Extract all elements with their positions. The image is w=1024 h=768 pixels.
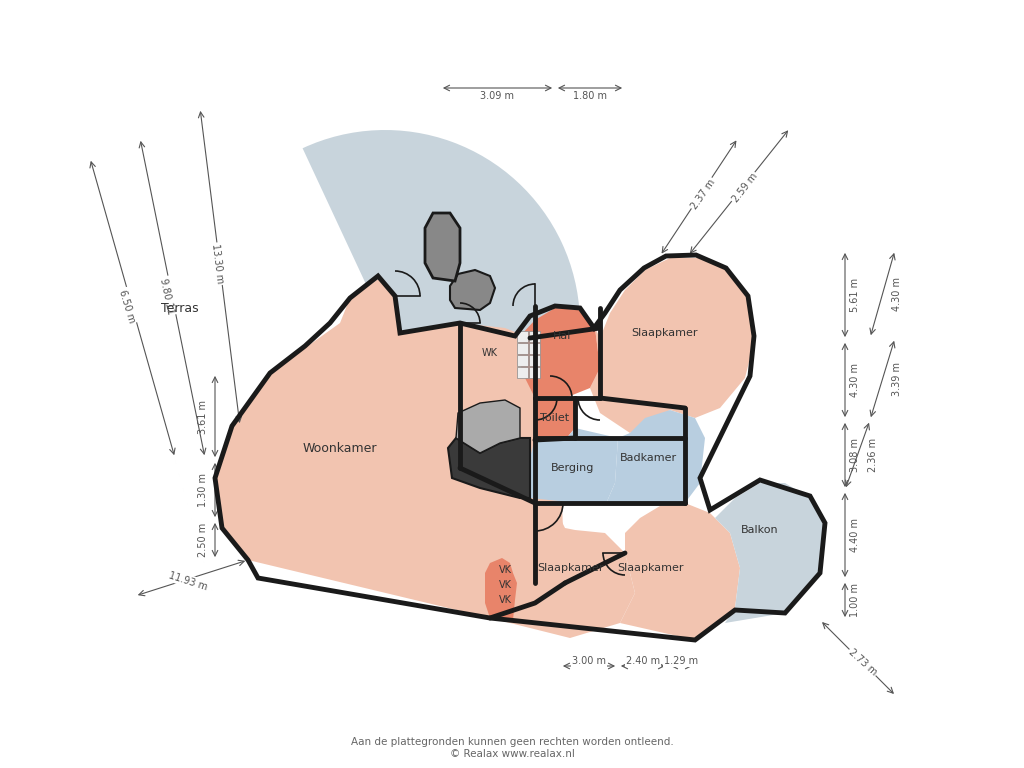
- Text: Slaapkamer: Slaapkamer: [537, 563, 603, 573]
- Text: Balkon: Balkon: [741, 525, 779, 535]
- Text: 1.00 m: 1.00 m: [850, 583, 860, 617]
- Text: 1.29 m: 1.29 m: [665, 656, 698, 666]
- Text: VK: VK: [499, 595, 512, 605]
- Text: 6.50 m: 6.50 m: [117, 288, 137, 324]
- Polygon shape: [590, 258, 755, 433]
- Text: Hal: Hal: [553, 331, 571, 341]
- Text: VK: VK: [499, 565, 512, 575]
- Polygon shape: [456, 400, 520, 453]
- Text: 2.50 m: 2.50 m: [198, 523, 208, 557]
- Text: Terras: Terras: [161, 302, 199, 315]
- Bar: [529, 367, 540, 378]
- Text: 2.40 m: 2.40 m: [626, 656, 660, 666]
- Text: Woonkamer: Woonkamer: [303, 442, 377, 455]
- Text: 2.73 m: 2.73 m: [847, 647, 879, 677]
- Text: VK: VK: [499, 580, 512, 590]
- Text: 3.39 m: 3.39 m: [893, 362, 902, 396]
- Text: 4.40 m: 4.40 m: [850, 518, 860, 552]
- Text: 4.30 m: 4.30 m: [850, 363, 860, 397]
- Bar: [517, 343, 528, 354]
- Polygon shape: [485, 558, 517, 620]
- Wedge shape: [302, 130, 580, 502]
- Polygon shape: [530, 428, 618, 506]
- Text: Berging: Berging: [551, 463, 595, 473]
- Polygon shape: [535, 398, 575, 440]
- Polygon shape: [620, 503, 740, 640]
- Text: 1.30 m: 1.30 m: [198, 473, 208, 507]
- Text: 2.59 m: 2.59 m: [730, 171, 760, 204]
- Text: Slaapkamer: Slaapkamer: [616, 563, 683, 573]
- Text: 13.30 m: 13.30 m: [210, 243, 224, 284]
- Polygon shape: [518, 308, 600, 398]
- Text: Toilet: Toilet: [541, 413, 569, 423]
- Bar: [517, 331, 528, 342]
- Text: 3.00 m: 3.00 m: [572, 656, 606, 666]
- Text: 11.93 m: 11.93 m: [167, 570, 209, 592]
- Polygon shape: [215, 278, 565, 618]
- Polygon shape: [605, 410, 705, 506]
- Text: Aan de plattegronden kunnen geen rechten worden ontleend.
© Realax www.realax.nl: Aan de plattegronden kunnen geen rechten…: [350, 737, 674, 759]
- Text: 1.80 m: 1.80 m: [573, 91, 607, 101]
- Polygon shape: [425, 213, 460, 281]
- Text: 3.09 m: 3.09 m: [480, 91, 514, 101]
- Bar: [529, 331, 540, 342]
- Text: 3.61 m: 3.61 m: [198, 399, 208, 433]
- Polygon shape: [449, 438, 530, 498]
- Text: WK: WK: [482, 348, 498, 358]
- Bar: [529, 355, 540, 366]
- Text: Badkamer: Badkamer: [620, 453, 677, 463]
- Polygon shape: [450, 270, 495, 310]
- Polygon shape: [710, 483, 825, 623]
- Text: 2.36 m: 2.36 m: [867, 438, 878, 472]
- Text: 2.37 m: 2.37 m: [689, 177, 717, 211]
- Text: Slaapkamer: Slaapkamer: [632, 328, 698, 338]
- Text: 9.80 11: 9.80 11: [159, 277, 176, 315]
- Bar: [517, 367, 528, 378]
- Text: 5.61 m: 5.61 m: [850, 278, 860, 312]
- Text: 3.08 m: 3.08 m: [850, 438, 860, 472]
- Polygon shape: [490, 503, 635, 638]
- Text: 4.30 m: 4.30 m: [893, 277, 902, 311]
- Bar: [529, 343, 540, 354]
- Bar: [517, 355, 528, 366]
